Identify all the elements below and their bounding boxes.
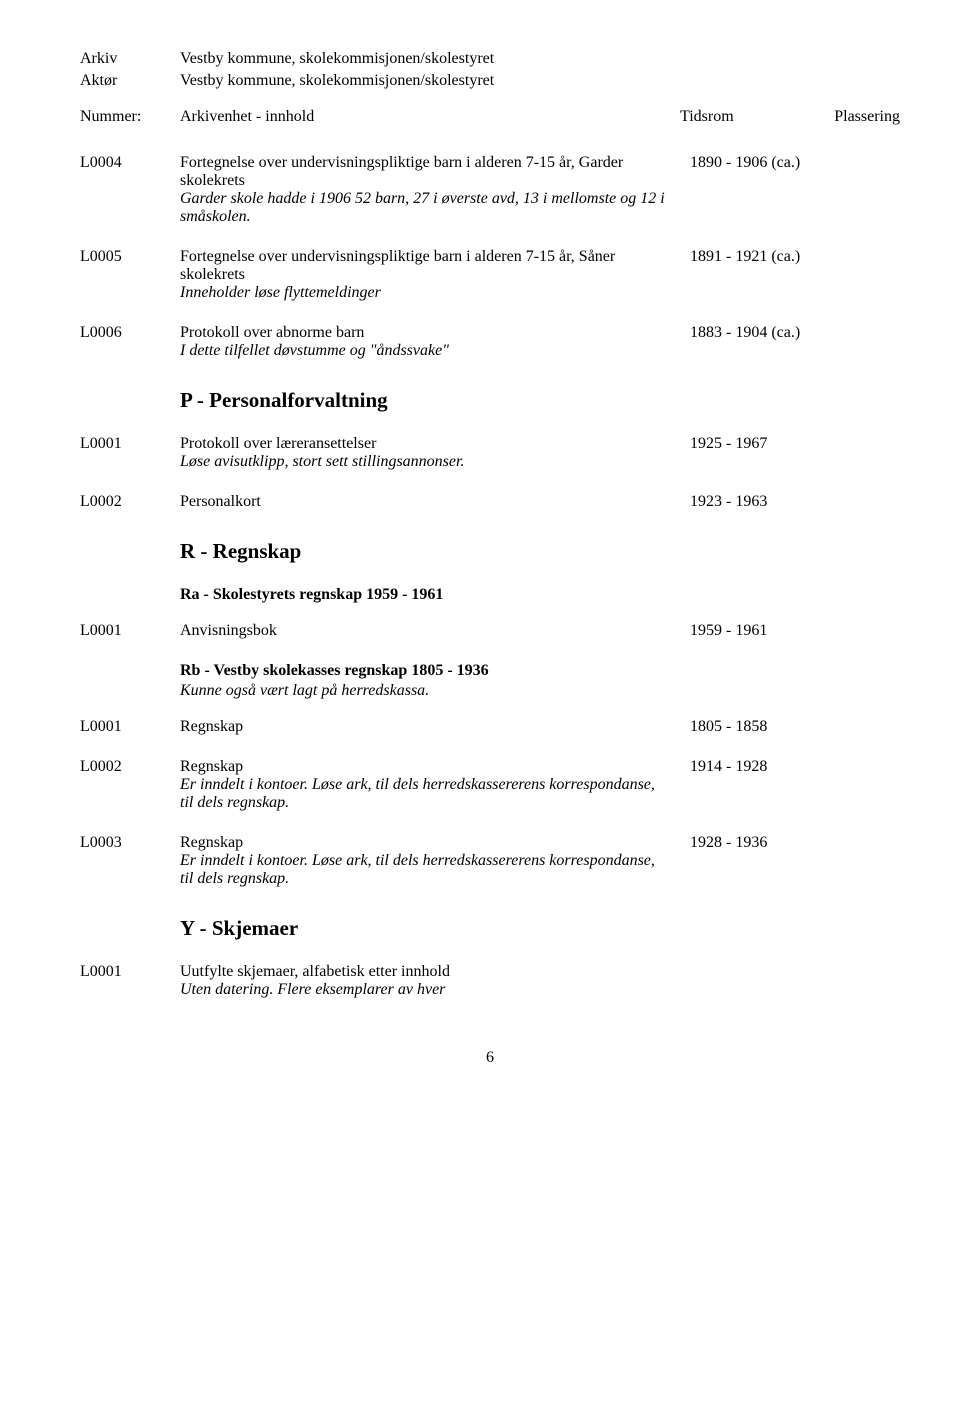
meta-aktor-row: Aktør Vestby kommune, skolekommisjonen/s… <box>80 72 900 90</box>
entry-note: Løse avisutklipp, stort sett stillingsan… <box>180 453 670 471</box>
arkiv-label: Arkiv <box>80 50 180 68</box>
entry-title: Personalkort <box>180 493 670 511</box>
entry-id: L0003 <box>80 834 180 852</box>
entry-date: 1891 - 1921 (ca.) <box>690 248 840 266</box>
section-y-heading: Y - Skjemaer <box>180 916 900 941</box>
entry-title: Protokoll over læreransettelser <box>180 435 670 453</box>
entry-id: L0006 <box>80 324 180 342</box>
entry-id: L0002 <box>80 758 180 776</box>
entry-date: 1925 - 1967 <box>690 435 840 453</box>
entry-id: L0002 <box>80 493 180 511</box>
entry-row: L0003 Regnskap Er inndelt i kontoer. Løs… <box>80 834 900 888</box>
column-header-row: Nummer: Arkivenhet - innhold Tidsrom Pla… <box>80 108 900 126</box>
entry-id: L0001 <box>80 435 180 453</box>
entry-row: L0005 Fortegnelse over undervisningsplik… <box>80 248 900 302</box>
entry-date: 1914 - 1928 <box>690 758 840 776</box>
section-y: Y - Skjemaer <box>80 910 900 963</box>
entry-row: L0001 Anvisningsbok 1959 - 1961 <box>80 622 900 640</box>
entry-id: L0004 <box>80 154 180 172</box>
entry-note: I dette tilfellet døvstumme og "åndssvak… <box>180 342 670 360</box>
entry-title: Fortegnelse over undervisningspliktige b… <box>180 154 670 190</box>
entry-note: Er inndelt i kontoer. Løse ark, til dels… <box>180 776 670 812</box>
section-r: R - Regnskap Ra - Skolestyrets regnskap … <box>80 533 900 622</box>
entry-title: Regnskap <box>180 718 670 736</box>
section-rb: Rb - Vestby skolekasses regnskap 1805 - … <box>80 662 900 718</box>
header-plassering: Plassering <box>810 108 900 126</box>
entry-date: 1923 - 1963 <box>690 493 840 511</box>
page-number: 6 <box>80 1049 900 1067</box>
entry-date: 1890 - 1906 (ca.) <box>690 154 840 172</box>
entry-row: L0002 Regnskap Er inndelt i kontoer. Løs… <box>80 758 900 812</box>
entry-date: 1959 - 1961 <box>690 622 840 640</box>
entry-row: L0006 Protokoll over abnorme barn I dett… <box>80 324 900 360</box>
section-rb-sub: Rb - Vestby skolekasses regnskap 1805 - … <box>180 662 900 680</box>
entry-title: Regnskap <box>180 758 670 776</box>
entry-id: L0001 <box>80 622 180 640</box>
aktor-label: Aktør <box>80 72 180 90</box>
entry-date: 1928 - 1936 <box>690 834 840 852</box>
entry-note: Inneholder løse flyttemeldinger <box>180 284 670 302</box>
header-tidsrom: Tidsrom <box>680 108 810 126</box>
entry-id: L0001 <box>80 718 180 736</box>
entry-row: L0004 Fortegnelse over undervisningsplik… <box>80 154 900 226</box>
entry-title: Fortegnelse over undervisningspliktige b… <box>180 248 670 284</box>
section-ra-sub: Ra - Skolestyrets regnskap 1959 - 1961 <box>180 586 900 604</box>
entry-title: Regnskap <box>180 834 670 852</box>
header-innhold: Arkivenhet - innhold <box>180 108 680 126</box>
entry-title: Protokoll over abnorme barn <box>180 324 670 342</box>
entry-id: L0001 <box>80 963 180 981</box>
section-p-heading: P - Personalforvaltning <box>180 388 900 413</box>
entry-note: Er inndelt i kontoer. Løse ark, til dels… <box>180 852 670 888</box>
arkiv-value: Vestby kommune, skolekommisjonen/skolest… <box>180 50 494 68</box>
entry-title: Uutfylte skjemaer, alfabetisk etter innh… <box>180 963 670 981</box>
section-r-heading: R - Regnskap <box>180 539 900 564</box>
entry-row: L0002 Personalkort 1923 - 1963 <box>80 493 900 511</box>
section-rb-note: Kunne også vært lagt på herredskassa. <box>180 682 900 700</box>
section-p: P - Personalforvaltning <box>80 382 900 435</box>
entry-note: Uten datering. Flere eksemplarer av hver <box>180 981 670 999</box>
entry-note: Garder skole hadde i 1906 52 barn, 27 i … <box>180 190 670 226</box>
entry-row: L0001 Protokoll over læreransettelser Lø… <box>80 435 900 471</box>
header-nummer: Nummer: <box>80 108 180 126</box>
entry-row: L0001 Regnskap 1805 - 1858 <box>80 718 900 736</box>
entry-row: L0001 Uutfylte skjemaer, alfabetisk ette… <box>80 963 900 999</box>
entry-title: Anvisningsbok <box>180 622 670 640</box>
entry-date: 1883 - 1904 (ca.) <box>690 324 840 342</box>
aktor-value: Vestby kommune, skolekommisjonen/skolest… <box>180 72 494 90</box>
entry-date: 1805 - 1858 <box>690 718 840 736</box>
entry-id: L0005 <box>80 248 180 266</box>
meta-arkiv-row: Arkiv Vestby kommune, skolekommisjonen/s… <box>80 50 900 68</box>
